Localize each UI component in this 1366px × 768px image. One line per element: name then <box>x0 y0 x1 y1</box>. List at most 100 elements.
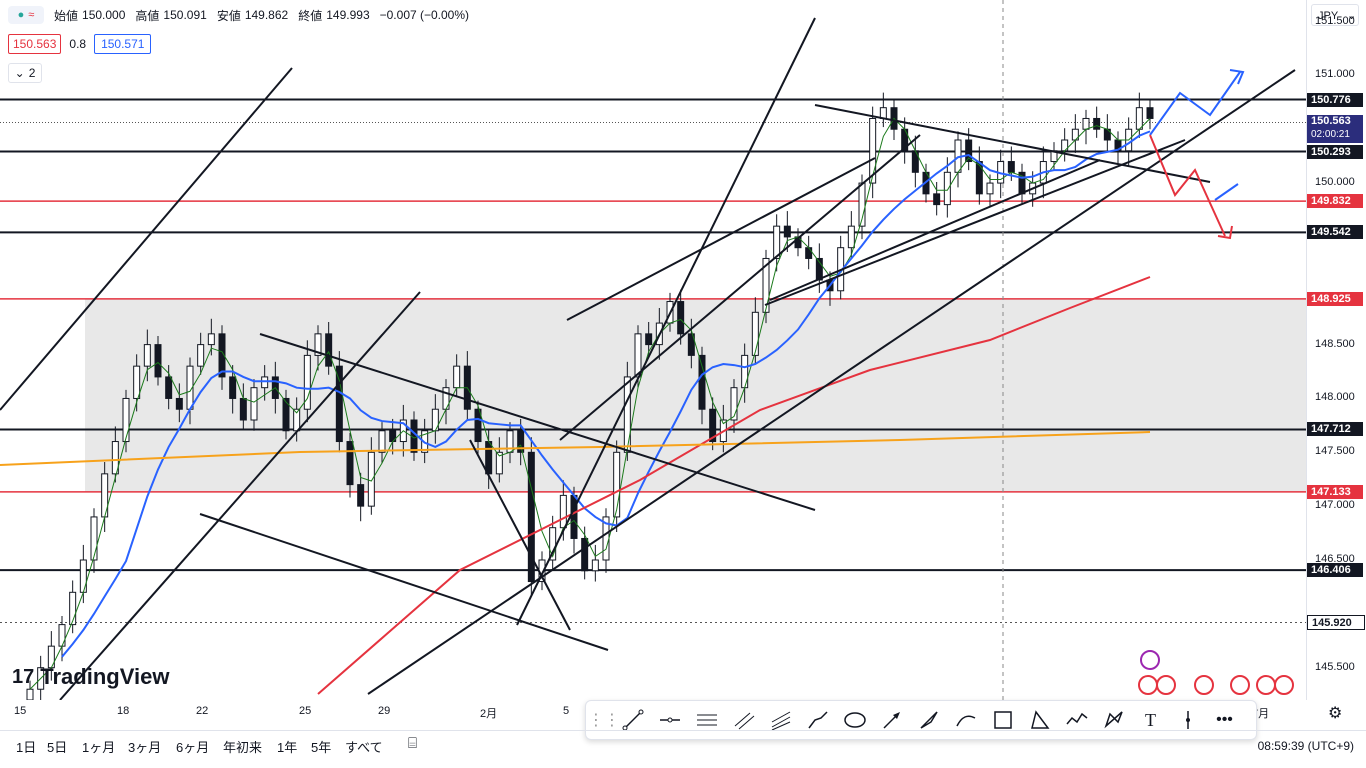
gear-icon[interactable]: ⚙ <box>1328 705 1343 722</box>
price-level-badge[interactable]: 147.133 <box>1307 484 1363 499</box>
period-6m-button[interactable]: 6ヶ月 <box>176 740 210 755</box>
candle-body <box>314 333 322 356</box>
price-level-badge[interactable]: 150.776 <box>1307 92 1363 107</box>
price-tick-label: 146.500 <box>1315 553 1355 565</box>
period-1d-button[interactable]: 1日 <box>16 740 37 755</box>
drag-handle-icon[interactable]: ⋮⋮ <box>588 712 620 729</box>
candle-body <box>261 376 269 389</box>
visibility-toggle[interactable]: ● ≈ <box>8 6 44 24</box>
indicators-collapse-button[interactable]: ⌄ 2 <box>8 63 42 83</box>
candle-body <box>527 451 535 583</box>
brush-tool-icon[interactable] <box>910 705 947 735</box>
candle-body <box>143 344 151 367</box>
price-level-badge[interactable]: 147.712 <box>1307 422 1363 437</box>
candle-body <box>26 688 34 700</box>
pitchfork-tool-icon[interactable] <box>762 705 799 735</box>
candle-body <box>1082 117 1090 130</box>
candle-body <box>495 451 503 475</box>
tv-logo-icon: 17 <box>12 665 35 688</box>
us-flag-icon[interactable] <box>1194 675 1214 695</box>
lightning-event-icon[interactable] <box>1140 650 1160 670</box>
time-axis[interactable]: 15 18 22 25 29 2月 5 7月 <box>0 700 1306 724</box>
period-5d-button[interactable]: 5日 <box>47 740 68 755</box>
pattern-tool-icon[interactable] <box>1058 705 1095 735</box>
candle-body <box>645 333 653 346</box>
candle-body <box>239 397 247 421</box>
low-label: 安値 <box>216 8 241 23</box>
spread-value: 0.8 <box>69 37 87 51</box>
trend-line <box>769 159 1101 301</box>
bottom-toolbar: 1日 5日 1ヶ月 3ヶ月 6ヶ月 年初来 1年 5年 すべて ⌸ 08:59:… <box>0 730 1366 761</box>
forecast-alt-up-path <box>1214 183 1239 201</box>
event-flag-icon[interactable] <box>1138 675 1158 695</box>
curve-tool-icon[interactable] <box>799 705 836 735</box>
candle-body <box>69 591 77 626</box>
price-tick-label: 148.500 <box>1315 337 1355 350</box>
price-tick-label: 151.000 <box>1315 68 1355 81</box>
chart-area[interactable] <box>0 0 1306 700</box>
triangle-tool-icon[interactable] <box>1021 705 1058 735</box>
time-tick-label: 2月 <box>480 708 498 720</box>
price-axis[interactable]: 151.500 151.000 150.000 148.500 148.000 147.5… <box>1306 0 1366 700</box>
ellipse-tool-icon[interactable] <box>836 705 873 735</box>
candle-body <box>282 397 290 432</box>
candle-body <box>229 376 237 399</box>
period-5y-button[interactable]: 5年 <box>311 740 332 755</box>
period-1y-button[interactable]: 1年 <box>277 740 298 755</box>
date-range-icon[interactable]: ⌸ <box>408 735 418 752</box>
path-tool-icon[interactable] <box>947 705 984 735</box>
us-flag-icon[interactable] <box>1274 675 1294 695</box>
candle-body <box>623 376 631 453</box>
time-tick-label: 29 <box>378 705 391 717</box>
arrow-tool-icon[interactable] <box>873 705 910 735</box>
bar-countdown: 02:00:21 <box>1311 129 1350 141</box>
price-level-badge[interactable]: 149.832 <box>1307 194 1363 209</box>
period-all-button[interactable]: すべて <box>345 740 383 755</box>
candle-body <box>485 441 493 475</box>
forecast-down-path <box>1149 134 1226 237</box>
channel-tool-icon[interactable] <box>725 705 762 735</box>
event-flag-icon[interactable] <box>1256 675 1276 695</box>
period-ytd-button[interactable]: 年初来 <box>223 740 263 755</box>
period-3m-button[interactable]: 3ヶ月 <box>128 740 162 755</box>
more-tools-icon[interactable]: ••• <box>1216 711 1233 728</box>
buy-button[interactable]: 150.571 <box>94 34 152 54</box>
xabcd-tool-icon[interactable] <box>1095 705 1132 735</box>
indicator-count: 2 <box>28 66 36 80</box>
price-level-badge[interactable]: 149.542 <box>1307 225 1363 240</box>
price-note-tool-icon[interactable] <box>1169 705 1206 735</box>
trend-line <box>814 104 1211 183</box>
candle-body <box>634 333 642 378</box>
price-chart[interactable] <box>0 0 1306 700</box>
price-tick-label: 145.500 <box>1315 660 1355 673</box>
us-flag-icon[interactable] <box>1156 675 1176 695</box>
candle-body <box>517 430 525 453</box>
forecast-up-path <box>1149 71 1241 136</box>
candle-body <box>218 333 226 378</box>
candle-body <box>879 107 887 119</box>
us-flag-icon[interactable] <box>1230 675 1250 695</box>
trend-line-tool-icon[interactable] <box>614 705 651 735</box>
trend-line <box>259 333 816 511</box>
period-1m-button[interactable]: 1ヶ月 <box>82 740 116 755</box>
rectangle-tool-icon[interactable] <box>984 705 1021 735</box>
candle-body <box>613 451 621 518</box>
price-level-badge[interactable]: 145.920 <box>1307 615 1365 631</box>
currency-selector[interactable]: JPY ⌄ <box>1311 4 1359 26</box>
price-tick-label: 147.000 <box>1315 499 1355 512</box>
current-price-value: 150.563 <box>1311 115 1351 128</box>
parallel-lines-tool-icon[interactable] <box>688 705 725 735</box>
candle-body <box>1007 161 1015 173</box>
chevron-down-icon: ⌄ <box>14 66 25 80</box>
price-level-badge[interactable]: 148.925 <box>1307 291 1363 306</box>
text-tool-icon[interactable]: T <box>1145 709 1156 730</box>
price-level-badge[interactable]: 150.293 <box>1307 144 1363 159</box>
price-level-badge[interactable]: 146.406 <box>1307 563 1363 578</box>
horizontal-line-tool-icon[interactable] <box>651 705 688 735</box>
candle-body <box>250 387 258 421</box>
candle-body <box>805 247 813 259</box>
candle-body <box>367 451 375 507</box>
candle-body <box>79 559 87 593</box>
time-tick-label: 22 <box>196 705 209 717</box>
sell-button[interactable]: 150.563 <box>8 34 62 54</box>
